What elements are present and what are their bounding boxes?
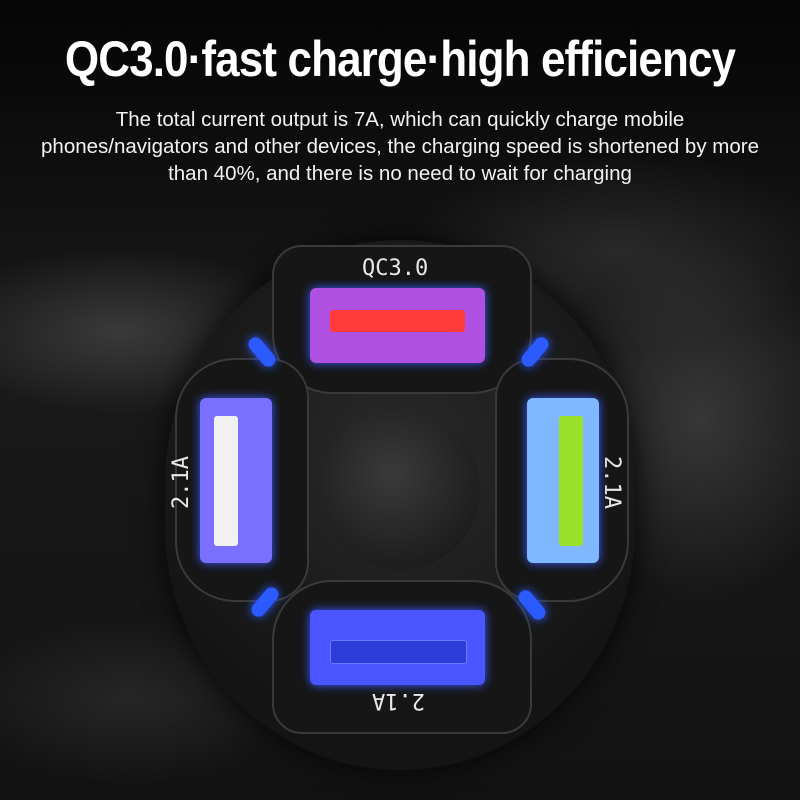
description: The total current output is 7A, which ca… <box>41 108 759 185</box>
usb-port-qc3 <box>310 288 485 363</box>
port-tongue <box>330 640 467 664</box>
port-tongue <box>559 416 583 546</box>
usb-port-bottom <box>310 610 485 685</box>
top-port-label: QC3.0 <box>362 256 429 281</box>
port-tongue <box>330 310 465 332</box>
usb-port-right <box>527 398 599 563</box>
center-knob <box>320 410 480 570</box>
port-tongue <box>214 416 238 546</box>
headline: QC3.0·fast charge·high efficiency <box>64 31 736 87</box>
right-port-label: 2.1A <box>598 456 624 509</box>
bottom-port-label: 2.1A <box>372 688 425 713</box>
usb-port-left <box>200 398 272 563</box>
left-port-label: 2.1A <box>168 456 194 509</box>
